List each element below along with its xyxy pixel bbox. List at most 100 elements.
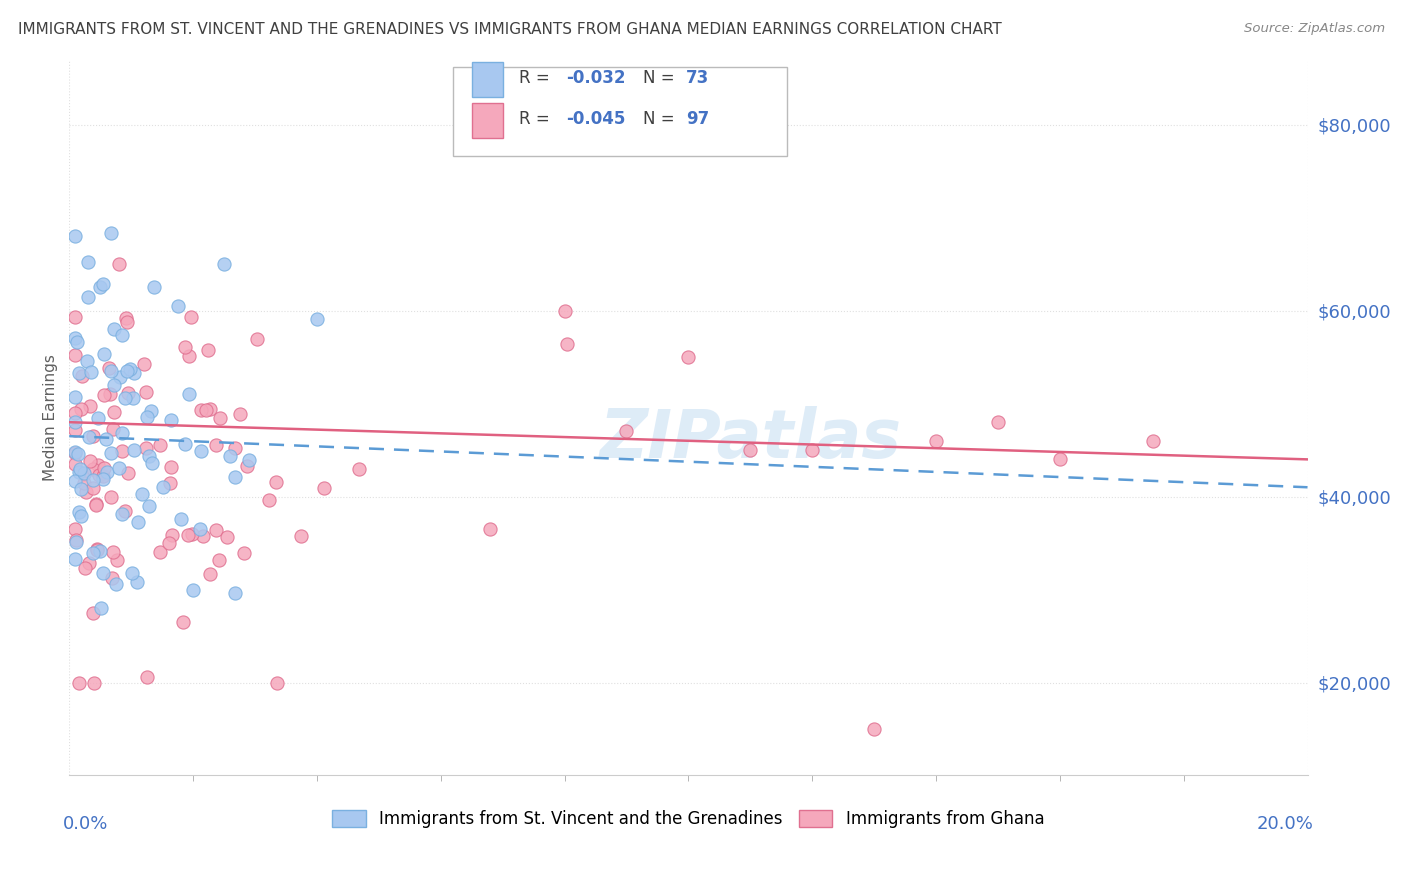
Immigrants from St. Vincent and the Grenadines [127,575,149,590]
Immigrants from Ghana [98,361,121,376]
Immigrants from St. Vincent and the Grenadines [127,516,149,530]
Immigrants from St. Vincent and the Grenadines [190,444,212,458]
Immigrants from St. Vincent and the Grenadines [152,480,174,494]
Immigrants from St. Vincent and the Grenadines [238,453,260,467]
Immigrants from Ghana [478,523,501,537]
Immigrants from Ghana [69,675,91,690]
Immigrants from St. Vincent and the Grenadines [131,487,153,501]
Immigrants from Ghana [177,528,200,542]
Immigrants from Ghana [191,529,214,543]
Immigrants from St. Vincent and the Grenadines [65,551,87,566]
Immigrants from Ghana [82,481,104,495]
Immigrants from Ghana [207,553,229,567]
FancyBboxPatch shape [471,62,502,96]
Immigrants from Ghana [987,415,1010,429]
Immigrants from Ghana [103,422,125,436]
Immigrants from St. Vincent and the Grenadines [103,322,125,336]
Immigrants from St. Vincent and the Grenadines [77,430,100,444]
Immigrants from St. Vincent and the Grenadines [100,446,122,460]
Immigrants from Ghana [205,438,228,452]
Immigrants from Ghana [65,406,87,420]
Immigrants from St. Vincent and the Grenadines [111,507,134,521]
Immigrants from Ghana [205,523,228,537]
Immigrants from Ghana [103,405,125,419]
Immigrants from Ghana [65,423,87,437]
Immigrants from Ghana [157,536,180,550]
Immigrants from St. Vincent and the Grenadines [89,544,111,558]
Immigrants from St. Vincent and the Grenadines [65,331,87,345]
Y-axis label: Median Earnings: Median Earnings [44,354,58,481]
Immigrants from Ghana [75,484,97,499]
Immigrants from St. Vincent and the Grenadines [122,391,145,405]
Immigrants from Ghana [115,310,138,325]
Immigrants from Ghana [86,543,108,558]
Immigrants from Ghana [86,541,108,556]
Immigrants from St. Vincent and the Grenadines [89,601,111,615]
Immigrants from Ghana [101,571,124,585]
Text: IMMIGRANTS FROM ST. VINCENT AND THE GRENADINES VS IMMIGRANTS FROM GHANA MEDIAN E: IMMIGRANTS FROM ST. VINCENT AND THE GREN… [18,22,1002,37]
Legend: Immigrants from St. Vincent and the Grenadines, Immigrants from Ghana: Immigrants from St. Vincent and the Gren… [326,804,1052,835]
Immigrants from Ghana [135,441,157,455]
Text: -0.032: -0.032 [565,69,626,87]
Immigrants from Ghana [111,444,134,458]
Immigrants from St. Vincent and the Grenadines [65,229,87,244]
Immigrants from Ghana [117,467,139,481]
Immigrants from St. Vincent and the Grenadines [70,482,93,496]
Immigrants from St. Vincent and the Grenadines [77,290,100,304]
Immigrants from St. Vincent and the Grenadines [65,445,87,459]
Immigrants from Ghana [65,522,87,536]
Immigrants from St. Vincent and the Grenadines [91,277,114,291]
Immigrants from Ghana [107,257,129,271]
Immigrants from Ghana [160,459,183,474]
Immigrants from Ghana [290,529,312,543]
Immigrants from Ghana [82,461,104,475]
Immigrants from Ghana [172,615,194,630]
Immigrants from St. Vincent and the Grenadines [170,512,193,526]
Immigrants from St. Vincent and the Grenadines [87,411,110,425]
Text: R =: R = [519,110,555,128]
Immigrants from Ghana [257,493,280,508]
Immigrants from St. Vincent and the Grenadines [65,415,87,429]
Immigrants from St. Vincent and the Grenadines [224,586,246,600]
Immigrants from St. Vincent and the Grenadines [100,226,122,240]
Immigrants from Ghana [232,546,254,560]
Immigrants from St. Vincent and the Grenadines [89,280,111,294]
Immigrants from Ghana [173,340,195,354]
Immigrants from St. Vincent and the Grenadines [160,412,183,426]
Immigrants from Ghana [91,468,114,483]
Immigrants from Ghana [83,675,105,690]
Immigrants from Ghana [190,402,212,417]
Immigrants from St. Vincent and the Grenadines [219,449,242,463]
Immigrants from St. Vincent and the Grenadines [114,391,136,405]
Immigrants from Ghana [84,498,107,512]
Immigrants from Ghana [198,402,221,417]
Immigrants from St. Vincent and the Grenadines [91,472,114,486]
Immigrants from Ghana [65,458,87,472]
Immigrants from Ghana [198,566,221,581]
Immigrants from Ghana [73,560,96,574]
Immigrants from Ghana [135,385,157,400]
Immigrants from St. Vincent and the Grenadines [224,470,246,484]
Immigrants from Ghana [73,467,96,482]
Immigrants from St. Vincent and the Grenadines [77,255,100,269]
Immigrants from Ghana [246,332,269,346]
Text: ZIPatlas: ZIPatlas [599,406,901,472]
Immigrants from Ghana [84,497,107,511]
Immigrants from Ghana [115,315,138,329]
Immigrants from St. Vincent and the Grenadines [82,473,104,487]
Immigrants from St. Vincent and the Grenadines [103,377,125,392]
Immigrants from Ghana [224,441,246,455]
Immigrants from Ghana [616,425,638,439]
Immigrants from St. Vincent and the Grenadines [122,366,145,380]
Immigrants from St. Vincent and the Grenadines [69,509,91,524]
Immigrants from Ghana [73,475,96,490]
FancyBboxPatch shape [453,67,787,156]
Immigrants from Ghana [114,504,136,518]
Immigrants from St. Vincent and the Grenadines [212,257,235,271]
Immigrants from Ghana [863,722,886,736]
Immigrants from St. Vincent and the Grenadines [166,299,188,313]
Immigrants from St. Vincent and the Grenadines [66,334,89,349]
Text: N =: N = [643,110,679,128]
Immigrants from St. Vincent and the Grenadines [121,566,143,581]
Immigrants from St. Vincent and the Grenadines [96,432,118,446]
